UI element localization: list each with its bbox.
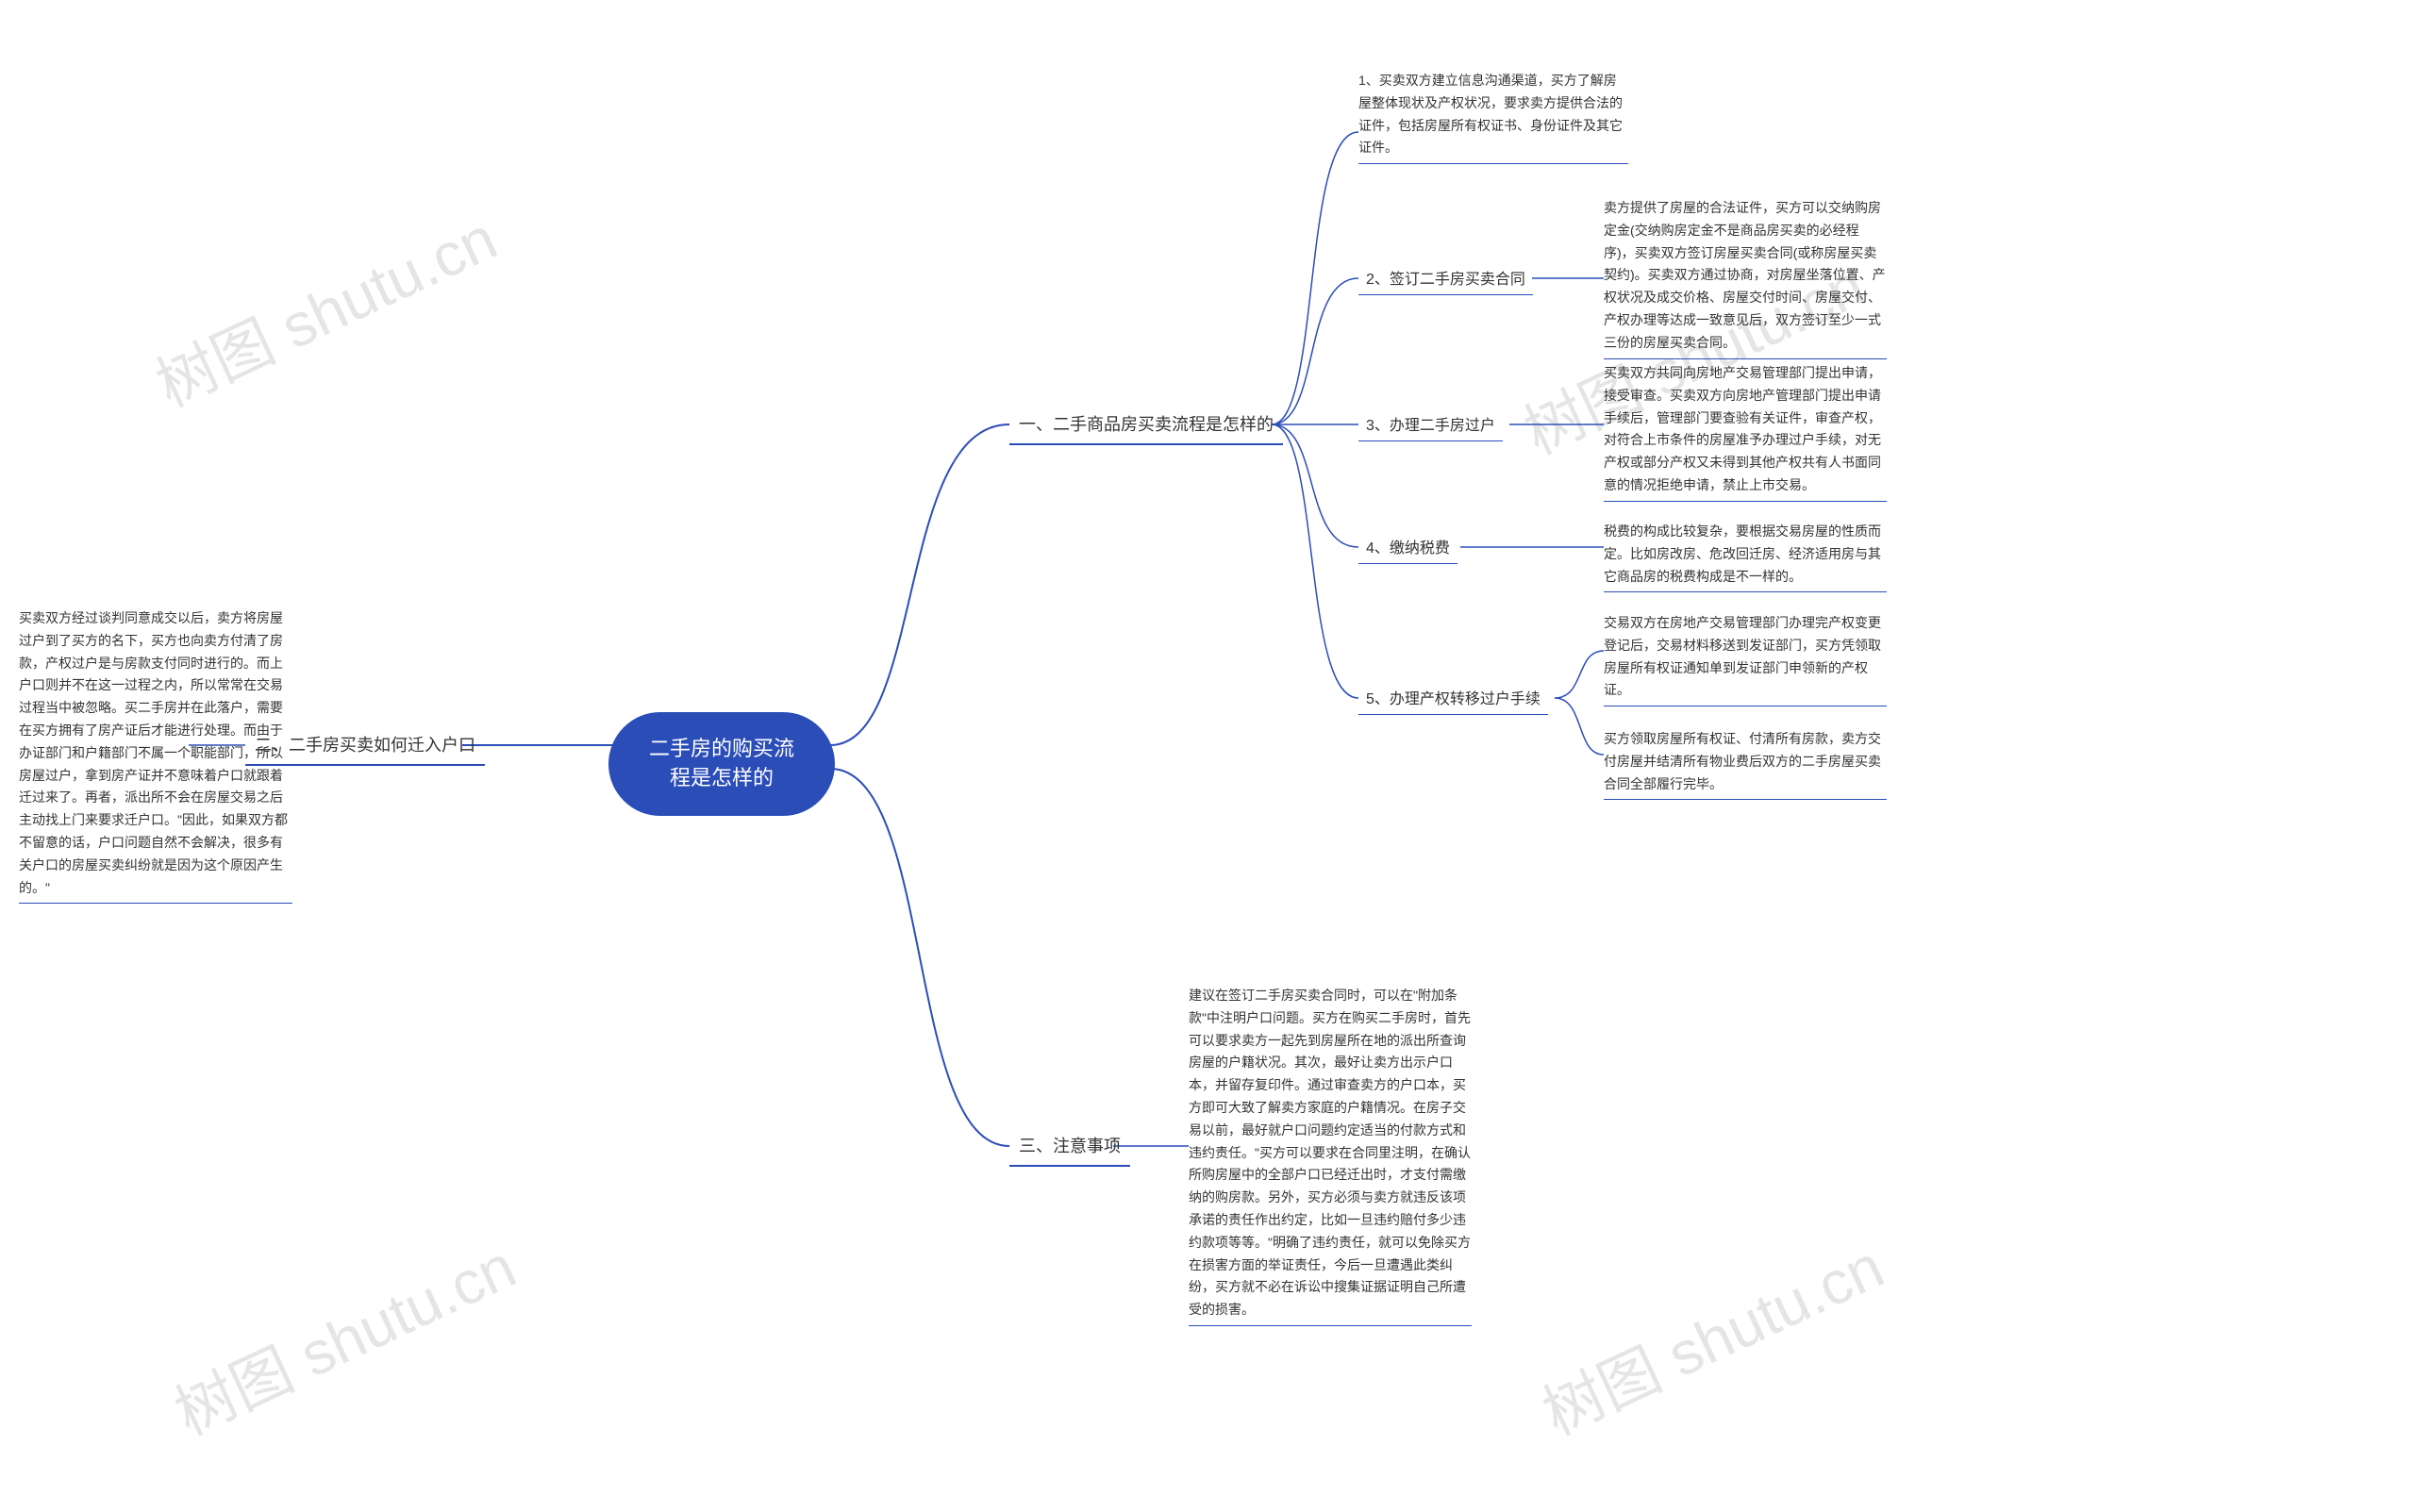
sub-b1c5[interactable]: 5、办理产权转移过户手续 [1358,682,1548,715]
branch-node-3[interactable]: 三、注意事项 [1009,1127,1130,1167]
sub-b1c4[interactable]: 4、缴纳税费 [1358,531,1457,564]
leaf-b2l1: 买卖双方经过谈判同意成交以后，卖方将房屋过户到了买方的名下，买方也向卖方付清了房… [19,604,292,904]
watermark: 树图 shutu.cn [159,1219,527,1452]
root-node[interactable]: 二手房的购买流程是怎样的 [608,712,835,816]
leaf-b1c3l1: 买卖双方共同向房地产交易管理部门提出申请，接受审查。买卖双方向房地产管理部门提出… [1604,358,1887,502]
leaf-b1c4l1: 税费的构成比较复杂，要根据交易房屋的性质而定。比如房改房、危改回迁房、经济适用房… [1604,517,1887,592]
watermark: 树图 shutu.cn [141,191,508,424]
sub-b1c2[interactable]: 2、签订二手房买卖合同 [1358,262,1533,295]
leaf-b1c5l2: 买方领取房屋所有权证、付清所有房款，卖方交付房屋并结清所有物业费后双方的二手房屋… [1604,724,1887,800]
leaf-b1c1: 1、买卖双方建立信息沟通渠道，买方了解房屋整体现状及产权状况，要求卖方提供合法的… [1358,66,1628,164]
leaf-b3l1: 建议在签订二手房买卖合同时，可以在"附加条款"中注明户口问题。买方在购买二手房时… [1189,981,1472,1326]
watermark: 树图 shutu.cn [1527,1219,1895,1452]
sub-b1c3[interactable]: 3、办理二手房过户 [1358,408,1503,441]
leaf-b1c2l1: 卖方提供了房屋的合法证件，买方可以交纳购房定金(交纳购房定金不是商品房买卖的必经… [1604,193,1887,359]
branch-node-1[interactable]: 一、二手商品房买卖流程是怎样的 [1009,406,1283,445]
leaf-b1c5l1: 交易双方在房地产交易管理部门办理完产权变更登记后，交易材料移送到发证部门，买方凭… [1604,608,1887,706]
